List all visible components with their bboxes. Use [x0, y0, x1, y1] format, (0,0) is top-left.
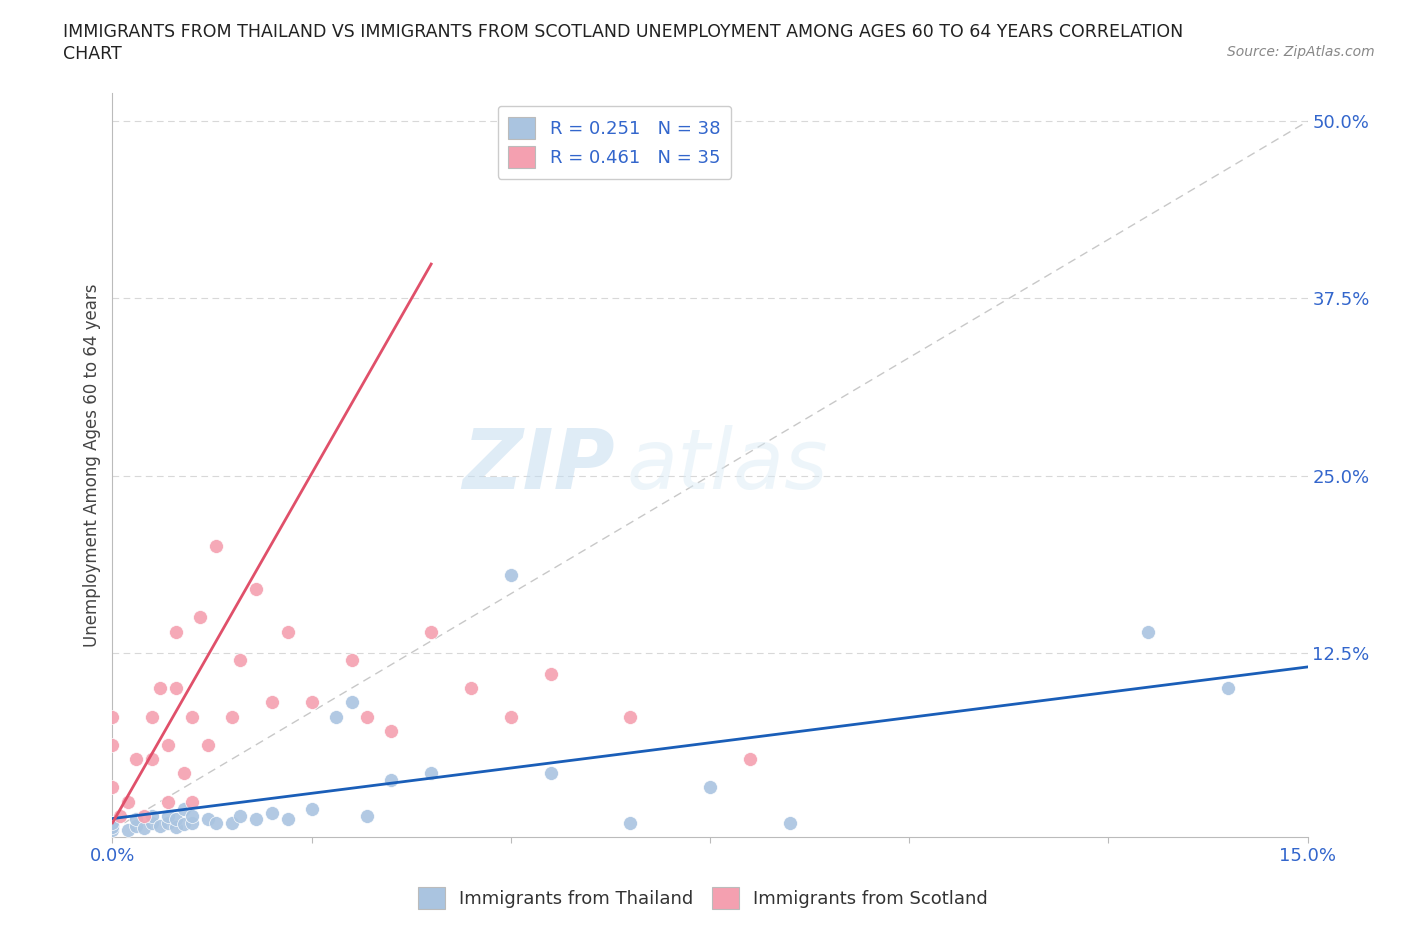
Point — [340, 653, 363, 668]
Point — [173, 817, 195, 831]
Point — [181, 794, 204, 809]
Point — [125, 751, 148, 766]
Point — [420, 624, 443, 639]
Point — [101, 780, 124, 795]
Point — [134, 808, 156, 823]
Point — [260, 695, 283, 710]
Point — [619, 816, 641, 830]
Point — [245, 811, 267, 826]
Point — [165, 819, 187, 834]
Point — [738, 751, 761, 766]
Point — [197, 811, 219, 826]
Point — [101, 709, 124, 724]
Point — [110, 808, 132, 823]
Point — [181, 709, 204, 724]
Point — [499, 567, 522, 582]
Y-axis label: Unemployment Among Ages 60 to 64 years: Unemployment Among Ages 60 to 64 years — [83, 284, 101, 646]
Text: Source: ZipAtlas.com: Source: ZipAtlas.com — [1227, 45, 1375, 59]
Point — [157, 794, 180, 809]
Point — [540, 667, 562, 682]
Point — [188, 610, 211, 625]
Point — [221, 816, 243, 830]
Point — [134, 821, 156, 836]
Point — [1137, 624, 1160, 639]
Text: atlas: atlas — [627, 424, 828, 506]
Point — [619, 709, 641, 724]
Point — [699, 780, 721, 795]
Point — [229, 653, 252, 668]
Point — [149, 681, 172, 696]
Point — [141, 816, 163, 830]
Point — [229, 808, 252, 823]
Point — [157, 808, 180, 823]
Point — [157, 737, 180, 752]
Point — [117, 794, 139, 809]
Point — [149, 818, 172, 833]
Point — [420, 765, 443, 780]
Legend: Immigrants from Thailand, Immigrants from Scotland: Immigrants from Thailand, Immigrants fro… — [411, 880, 995, 916]
Point — [460, 681, 482, 696]
Point — [356, 709, 378, 724]
Point — [499, 709, 522, 724]
Point — [221, 709, 243, 724]
Point — [101, 819, 124, 834]
Point — [165, 811, 187, 826]
Legend: R = 0.251   N = 38, R = 0.461   N = 35: R = 0.251 N = 38, R = 0.461 N = 35 — [498, 106, 731, 179]
Point — [301, 695, 323, 710]
Point — [340, 695, 363, 710]
Point — [101, 822, 124, 837]
Point — [165, 624, 187, 639]
Point — [277, 811, 299, 826]
Point — [125, 811, 148, 826]
Point — [1216, 681, 1239, 696]
Point — [173, 765, 195, 780]
Point — [540, 765, 562, 780]
Point — [141, 808, 163, 823]
Point — [173, 802, 195, 817]
Point — [141, 709, 163, 724]
Point — [165, 681, 187, 696]
Point — [181, 808, 204, 823]
Text: IMMIGRANTS FROM THAILAND VS IMMIGRANTS FROM SCOTLAND UNEMPLOYMENT AMONG AGES 60 : IMMIGRANTS FROM THAILAND VS IMMIGRANTS F… — [63, 23, 1184, 41]
Point — [181, 816, 204, 830]
Point — [245, 581, 267, 596]
Point — [260, 805, 283, 820]
Point — [380, 773, 402, 788]
Point — [101, 737, 124, 752]
Point — [157, 816, 180, 830]
Point — [205, 539, 228, 554]
Point — [779, 816, 801, 830]
Point — [380, 724, 402, 738]
Point — [125, 818, 148, 833]
Point — [205, 816, 228, 830]
Point — [277, 624, 299, 639]
Point — [101, 816, 124, 830]
Point — [117, 822, 139, 837]
Point — [301, 802, 323, 817]
Point — [356, 808, 378, 823]
Point — [197, 737, 219, 752]
Point — [141, 751, 163, 766]
Point — [325, 709, 347, 724]
Text: CHART: CHART — [63, 45, 122, 62]
Text: ZIP: ZIP — [461, 424, 614, 506]
